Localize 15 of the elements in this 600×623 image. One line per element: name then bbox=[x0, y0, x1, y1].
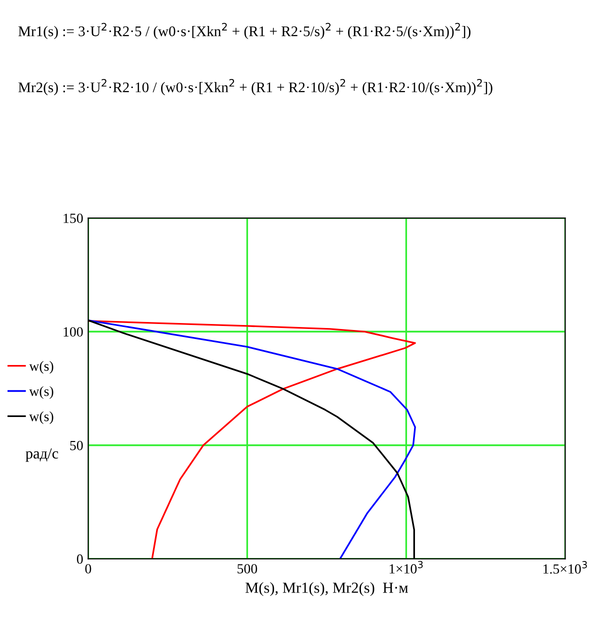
y-tick-label: 50 bbox=[70, 440, 83, 450]
text: Mr2(s) := 3·U$^{2}$·R2·10 / (w0·s·[Xkn$^{2}$ + (R1 + R2·10/s)$^{2}$ + (R1·R2·10/(s·Xm))$^{2}$]) bbox=[18, 78, 492, 96]
x-tick-label: 500 bbox=[238, 564, 258, 574]
x-tick-label: 0 bbox=[85, 564, 92, 574]
y-axis-title: рад/с bbox=[26, 448, 58, 462]
y-tick-label: 0 bbox=[76, 554, 83, 564]
x-tick-label: 1×10$^{3}$ bbox=[390, 560, 423, 574]
y-tick-label: 150 bbox=[64, 214, 83, 224]
legend-label: w(s) bbox=[29, 361, 54, 374]
x-tick-label: 1.5×10$^{3}$ bbox=[544, 561, 587, 574]
legend-label: w(s) bbox=[29, 411, 54, 424]
y-tick-label: 100 bbox=[64, 327, 83, 337]
text: Mr1(s) := 3·U$^{2}$·R2·5 / (w0·s·[Xkn$^{2}$ + (R1 + R2·5/s)$^{2}$ + (R1·R2·5/(s·Xm))$^{2}$]) bbox=[18, 22, 470, 40]
legend-label: w(s) bbox=[29, 386, 54, 399]
x-axis-title: M(s), Mr1(s), Mr2(s) Н·м bbox=[246, 582, 408, 596]
